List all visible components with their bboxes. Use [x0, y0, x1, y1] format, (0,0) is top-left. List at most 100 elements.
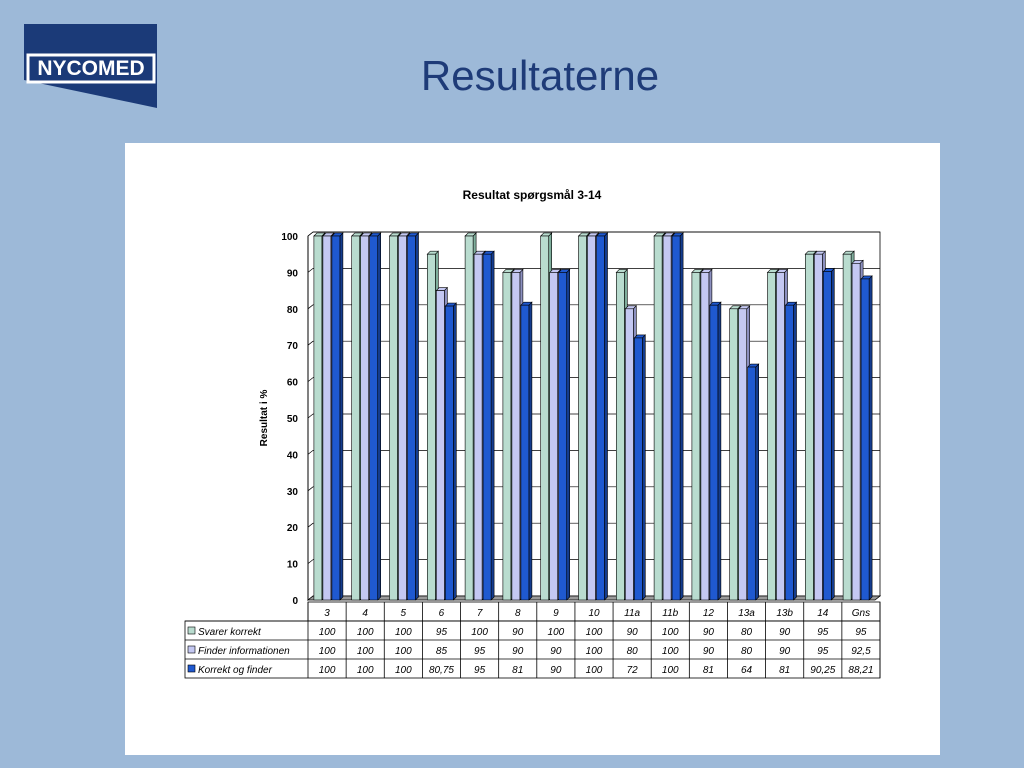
x-tick-label: 5	[401, 608, 407, 619]
data-label: 90	[779, 627, 791, 638]
gridline-depth	[307, 559, 314, 564]
y-tick-label: 70	[287, 341, 299, 352]
y-tick-label: 30	[287, 487, 299, 498]
gridline-depth	[307, 304, 314, 310]
bar-front	[767, 272, 776, 601]
bar-3-6	[444, 302, 458, 601]
x-tick-label: 6	[439, 608, 445, 619]
x-tick-label: 3	[324, 608, 330, 619]
y-tick-label: 90	[287, 268, 299, 279]
bar-front	[813, 253, 823, 601]
bar-side	[566, 268, 571, 601]
x-tick-label: 13a	[738, 608, 755, 619]
data-label: 90	[779, 646, 791, 657]
bar-chart: Resultat spørgsmål 3-14 Resultat i % 0 10 20…	[184, 188, 882, 679]
bar-side	[377, 232, 381, 601]
data-label: 95	[817, 646, 829, 657]
bar-front	[671, 235, 681, 601]
legend-label: Finder informationen	[198, 646, 290, 657]
gridline-depth	[307, 231, 314, 237]
x-tick-label: 11b	[662, 608, 678, 619]
nycomed-logo: NYCOMED	[24, 24, 157, 108]
bar-front	[520, 304, 530, 601]
data-label: 100	[548, 627, 565, 638]
x-tick-label: 11a	[624, 608, 640, 619]
x-tick-label: Gns	[852, 608, 870, 619]
bar-front	[776, 272, 785, 601]
bar-front	[444, 305, 454, 601]
data-label: 100	[395, 646, 412, 657]
y-axis-label: Resultat i %	[259, 390, 270, 447]
data-label: 100	[319, 627, 336, 638]
y-tick-label: 0	[292, 596, 298, 607]
bar-3-12	[709, 301, 722, 601]
chart-panel: Resultat spørgsmål 3-14 Resultat i % 0 10 20…	[125, 143, 940, 755]
bar-front	[860, 278, 870, 601]
bar-side	[339, 232, 344, 601]
slide-title: Resultaterne	[420, 52, 660, 99]
data-label: 90	[512, 646, 524, 657]
legend-swatch	[187, 645, 196, 654]
bar-front	[633, 337, 643, 601]
bar-front	[398, 235, 407, 601]
data-label: 90	[703, 646, 715, 657]
legend-swatch	[187, 664, 196, 673]
data-label: 100	[319, 665, 336, 676]
bar-side	[868, 275, 873, 601]
bar-front	[369, 235, 378, 601]
bar-3-11b	[671, 232, 684, 601]
data-label: 100	[357, 627, 374, 638]
bar-side	[604, 232, 608, 601]
data-label: 95	[474, 665, 486, 676]
y-tick-label: 10	[287, 560, 299, 571]
data-label: 90	[550, 646, 562, 657]
data-label: 100	[357, 665, 374, 676]
data-label: 95	[436, 627, 448, 638]
x-tick-label: 8	[515, 608, 521, 619]
bar-side	[679, 232, 684, 601]
data-label: 81	[512, 665, 523, 676]
data-label: 90	[512, 627, 524, 638]
data-label: 100	[357, 646, 374, 657]
data-label: 100	[662, 646, 679, 657]
logo-text: NYCOMED	[37, 57, 144, 80]
bar-3-13b	[784, 301, 798, 601]
data-label: 100	[395, 665, 412, 676]
bar-front	[653, 235, 663, 601]
bar-3-10	[595, 232, 609, 601]
data-label: 100	[586, 627, 603, 638]
data-label: 81	[703, 665, 714, 676]
data-label: 90	[627, 627, 639, 638]
bar-front	[700, 272, 710, 601]
y-tick-label: 50	[287, 414, 299, 425]
bar-front	[389, 235, 398, 601]
data-label: 90	[703, 627, 715, 638]
bar-side	[641, 334, 646, 601]
legend-label: Korrekt og finder	[198, 665, 273, 676]
data-label: 64	[741, 665, 753, 676]
gridline-depth	[307, 450, 314, 455]
x-tick-label: 4	[362, 608, 368, 619]
data-label: 80	[627, 646, 639, 657]
gridline-depth	[307, 522, 314, 528]
bar-3-13a	[746, 363, 760, 601]
y-tick-label: 40	[287, 450, 299, 461]
data-label: 100	[319, 646, 336, 657]
legend-label: Svarer korrekt	[198, 627, 262, 638]
bar-3-8	[520, 301, 533, 601]
gridline-depth	[307, 413, 314, 419]
data-label: 95	[855, 627, 867, 638]
bar-front	[747, 366, 757, 601]
y-tick-label: 60	[287, 378, 299, 389]
bar-front	[615, 272, 625, 601]
bar-front	[540, 235, 550, 601]
bar-side	[528, 301, 533, 601]
bar-3-5	[406, 232, 420, 601]
data-label: 100	[471, 627, 488, 638]
data-label: 80,75	[429, 665, 454, 676]
x-tick-label: 10	[588, 608, 600, 619]
data-label: 80	[741, 646, 753, 657]
bar-front	[360, 235, 369, 601]
bar-front	[662, 235, 672, 601]
bar-front	[738, 308, 748, 601]
